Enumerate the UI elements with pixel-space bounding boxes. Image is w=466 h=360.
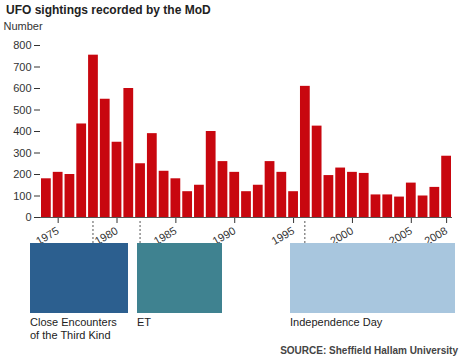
svg-text:2000: 2000 [328,224,355,247]
svg-text:100: 100 [13,190,31,202]
svg-text:400: 400 [13,125,31,137]
html-text:Independence Day: Independence Day [290,316,383,328]
svg-text:300: 300 [13,147,31,159]
html-text:SOURCE: Sheffield Hallam Unive: SOURCE: Sheffield Hallam University [280,345,458,356]
svg-text:1995: 1995 [269,224,296,247]
svg-text:2005: 2005 [387,224,414,247]
html-text:UFO sightings recorded by the: UFO sightings recorded by the MoD [6,3,211,17]
svg-text:600: 600 [13,82,31,94]
svg-text:Number: Number [4,20,43,32]
svg-text:2008: 2008 [422,224,449,247]
svg-text:800: 800 [13,39,31,51]
svg-text:1975: 1975 [34,224,61,247]
svg-text:500: 500 [13,104,31,116]
svg-text:200: 200 [13,168,31,180]
html-text:ET: ET [137,316,152,328]
svg-text:700: 700 [13,61,31,73]
svg-text:1985: 1985 [151,224,178,247]
svg-text:0: 0 [25,211,31,223]
svg-text:1990: 1990 [210,224,237,247]
html-text:Close Encounters of the Third: Close Encounters of the Third Kind [30,316,117,341]
svg-text:1980: 1980 [93,224,120,247]
